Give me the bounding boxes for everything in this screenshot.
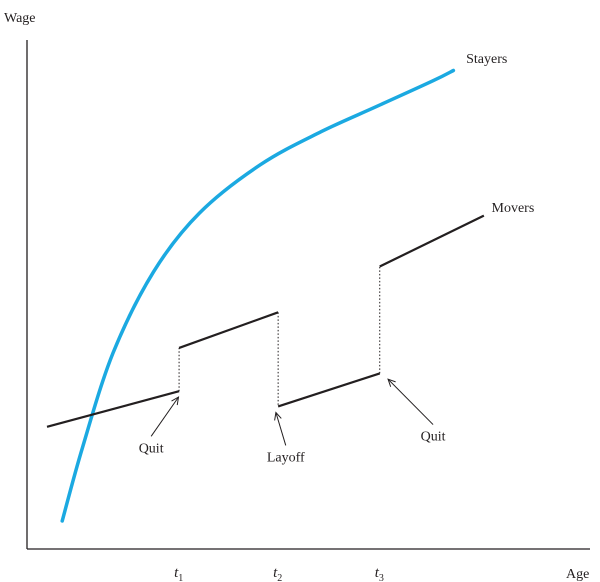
arrow-shaft [275,412,287,446]
arrow-head [274,411,282,421]
arrow-5 [387,378,434,425]
y-axis-label: Wage [4,11,36,26]
x-tick-label-3: t3 [375,565,384,582]
arrow-shaft [387,378,434,425]
arrow-shaft [150,396,179,437]
x-axis-label: Age [566,567,589,582]
x-tick-label-1: t1 [174,565,183,582]
annotation-quit-5: Quit [421,430,446,445]
arrow-3 [150,396,180,437]
arrow-head [387,378,396,387]
axes: Wage Age [4,11,590,582]
movers-segment-3 [277,372,381,408]
movers-segment-2 [178,311,279,349]
annotation-stayers-1: Stayers [466,52,507,67]
stayers-curve [60,68,456,523]
annotation-quit-3: Quit [139,441,164,456]
movers-segment-1 [46,390,180,428]
arrow-4 [274,411,287,446]
annotation-movers-2: Movers [492,201,535,216]
annotation-layoff-4: Layoff [267,450,305,465]
movers-segment-4 [379,214,485,268]
arrow-head [171,396,180,406]
x-tick-label-2: t2 [273,565,282,582]
